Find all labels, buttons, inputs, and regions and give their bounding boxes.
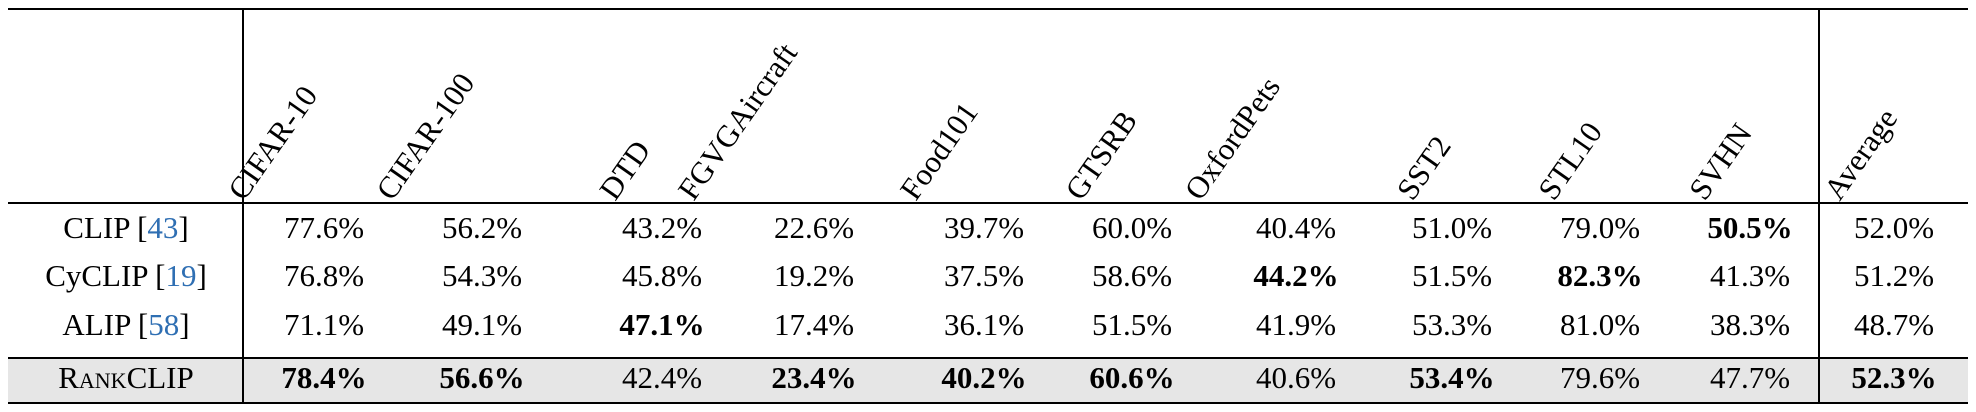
citation-link[interactable]: 43: [147, 210, 179, 245]
table-cell: 58.6%: [1091, 258, 1173, 293]
column-header: STL10: [1530, 115, 1610, 207]
table-cell: 45.8%: [621, 258, 703, 293]
table-cell: 43.2%: [621, 210, 703, 245]
column-header: SST2: [1389, 129, 1458, 207]
table-cell: 48.7%: [1853, 307, 1935, 342]
row-model-label: CLIP [43]: [63, 210, 189, 245]
column-header: Food101: [892, 95, 985, 207]
table-cell: 52.3%: [1851, 360, 1937, 395]
table-cell: 36.1%: [943, 307, 1025, 342]
column-header: GTSRB: [1058, 104, 1145, 207]
table-cell: 78.4%: [281, 360, 367, 395]
results-table: CIFAR-10 CIFAR-100 DTD FGVGAircraft Food…: [8, 8, 1968, 404]
bottom-rule: [8, 402, 1968, 404]
row-model-label: ALIP [58]: [62, 307, 190, 342]
table-cell: 49.1%: [441, 307, 523, 342]
column-header: DTD: [592, 133, 658, 207]
table-cell: 39.7%: [943, 210, 1025, 245]
table-cell: 44.2%: [1253, 258, 1339, 293]
table-cell: 51.5%: [1411, 258, 1493, 293]
table-cell: 22.6%: [773, 210, 855, 245]
table-cell: 51.2%: [1853, 258, 1935, 293]
table-cell: 40.6%: [1255, 360, 1337, 395]
table-cell: 71.1%: [283, 307, 365, 342]
table-cell: 82.3%: [1557, 258, 1643, 293]
average-column-divider: [1818, 8, 1820, 404]
table-cell: 60.0%: [1091, 210, 1173, 245]
column-header: FGVGAircraft: [670, 36, 805, 207]
table-cell: 79.0%: [1559, 210, 1641, 245]
column-header: CIFAR-100: [369, 66, 482, 207]
row-model-label-highlighted: RankCLIP: [58, 360, 194, 395]
table-cell: 41.9%: [1255, 307, 1337, 342]
top-rule: [8, 8, 1968, 10]
row-model-label: CyCLIP [19]: [45, 258, 207, 293]
highlight-top-rule: [8, 357, 1968, 359]
citation-link[interactable]: 19: [165, 258, 197, 293]
table-cell: 76.8%: [283, 258, 365, 293]
table-cell: 38.3%: [1709, 307, 1791, 342]
table-cell: 40.2%: [941, 360, 1027, 395]
table-cell: 40.4%: [1255, 210, 1337, 245]
table-cell: 17.4%: [773, 307, 855, 342]
table-cell: 77.6%: [283, 210, 365, 245]
highlight-row-background: [8, 357, 1968, 404]
table-cell: 47.1%: [619, 307, 705, 342]
table-cell: 23.4%: [771, 360, 857, 395]
column-header: Average: [1816, 101, 1905, 207]
table-cell: 37.5%: [943, 258, 1025, 293]
table-cell: 47.7%: [1709, 360, 1791, 395]
table-cell: 53.4%: [1409, 360, 1495, 395]
table-cell: 51.5%: [1091, 307, 1173, 342]
model-column-divider: [242, 8, 244, 404]
table-cell: 52.0%: [1853, 210, 1935, 245]
table-cell: 19.2%: [773, 258, 855, 293]
table-cell: 51.0%: [1411, 210, 1493, 245]
table-cell: 42.4%: [621, 360, 703, 395]
table-cell: 56.2%: [441, 210, 523, 245]
table-cell: 79.6%: [1559, 360, 1641, 395]
table-cell: 60.6%: [1089, 360, 1175, 395]
table-cell: 53.3%: [1411, 307, 1493, 342]
table-cell: 54.3%: [441, 258, 523, 293]
table-cell: 81.0%: [1559, 307, 1641, 342]
column-header: CIFAR-10: [220, 79, 325, 207]
header-rule: [8, 202, 1968, 204]
table-cell: 50.5%: [1707, 210, 1793, 245]
column-header: OxfordPets: [1177, 70, 1288, 207]
table-cell: 56.6%: [439, 360, 525, 395]
column-header: SVHN: [1681, 116, 1759, 207]
table-cell: 41.3%: [1709, 258, 1791, 293]
citation-link[interactable]: 58: [148, 307, 180, 342]
